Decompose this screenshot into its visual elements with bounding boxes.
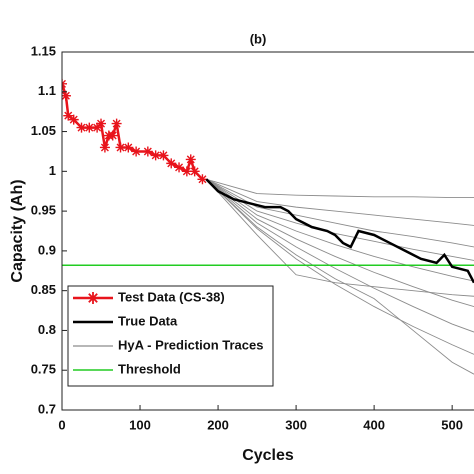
x-axis-label: Cycles <box>242 447 294 464</box>
star-marker <box>174 162 185 173</box>
prediction-trace <box>206 178 474 226</box>
star-marker <box>189 166 200 177</box>
legend-label: Threshold <box>118 361 181 376</box>
y-tick-label: 0.8 <box>38 322 56 337</box>
star-marker <box>111 118 122 129</box>
y-tick-label: 0.7 <box>38 401 56 416</box>
star-marker <box>197 174 208 185</box>
y-tick-label: 0.85 <box>31 282 56 297</box>
prediction-trace <box>206 178 474 248</box>
star-marker <box>166 158 177 169</box>
prediction-trace <box>206 178 474 282</box>
star-marker <box>107 130 118 141</box>
x-tick-label: 200 <box>207 417 229 432</box>
x-tick-label: 0 <box>58 417 65 432</box>
star-marker <box>68 114 79 125</box>
chart-title: (b) <box>250 31 267 46</box>
y-axis-label: Capacity (Ah) <box>9 179 26 282</box>
prediction-trace <box>206 178 474 308</box>
prediction-trace <box>206 178 474 333</box>
plot-frame <box>61 51 474 411</box>
y-tick-label: 0.95 <box>31 203 56 218</box>
star-marker <box>63 110 74 121</box>
y-tick-label: 1.15 <box>31 43 56 58</box>
star-marker <box>150 150 161 161</box>
y-tick-label: 1.05 <box>31 123 56 138</box>
star-marker <box>96 118 107 129</box>
plot-area <box>62 78 474 375</box>
star-marker <box>181 166 192 177</box>
x-tick-label: 100 <box>129 417 151 432</box>
prediction-trace <box>206 178 474 297</box>
prediction-trace <box>206 178 474 199</box>
x-tick-label: 500 <box>441 417 463 432</box>
star-marker <box>84 122 95 133</box>
y-tick-label: 0.75 <box>31 362 56 377</box>
star-marker <box>92 122 103 133</box>
prediction-trace <box>206 178 474 375</box>
legend-label: Test Data (CS-38) <box>118 289 225 304</box>
prediction-trace <box>206 178 474 355</box>
legend-label: HyA - Prediction Traces <box>118 337 263 352</box>
y-tick-label: 1 <box>49 163 56 178</box>
star-marker <box>131 146 142 157</box>
x-tick-label: 300 <box>285 417 307 432</box>
star-marker <box>99 142 110 153</box>
legend-star <box>87 292 99 304</box>
x-tick-label: 400 <box>363 417 385 432</box>
y-tick-label: 0.9 <box>38 242 56 257</box>
star-marker <box>115 142 126 153</box>
legend-label: True Data <box>118 313 178 328</box>
series-line <box>205 178 474 284</box>
y-tick-label: 1.1 <box>38 83 56 98</box>
star-marker <box>76 122 87 133</box>
star-marker <box>142 146 153 157</box>
star-marker <box>185 154 196 165</box>
prediction-trace <box>206 178 474 261</box>
star-marker <box>158 150 169 161</box>
star-marker <box>62 90 71 101</box>
star-marker <box>123 142 134 153</box>
